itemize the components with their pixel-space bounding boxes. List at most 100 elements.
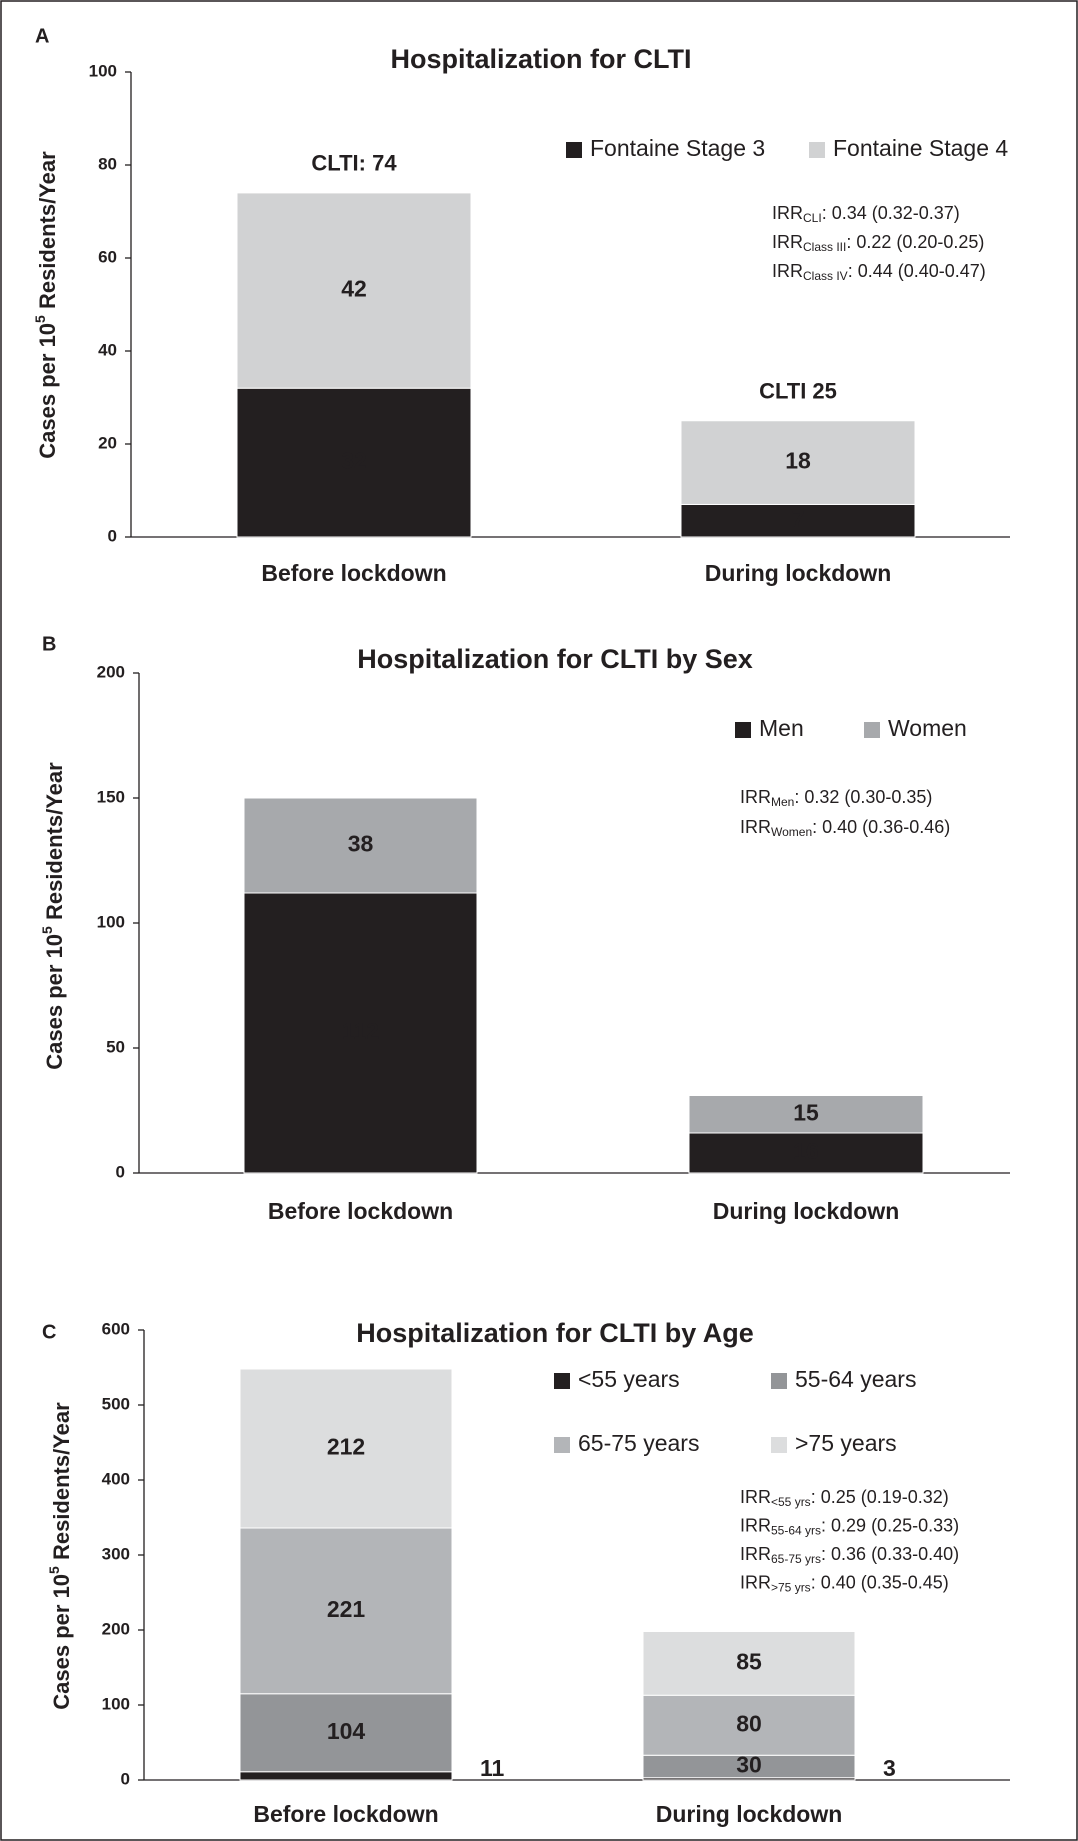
annotation-sub: 65-75 yrs: [771, 1552, 821, 1566]
data-label: 16: [793, 1138, 819, 1164]
data-label: 11: [480, 1755, 505, 1781]
annotation: IRR65-75 yrs: 0.36 (0.33-0.40): [740, 1544, 959, 1566]
data-label: 80: [736, 1710, 762, 1736]
annotation: IRRMen: 0.32 (0.30-0.35): [740, 787, 932, 809]
bar-segment: [243, 797, 478, 894]
annotation: IRR55-64 yrs: 0.29 (0.25-0.33): [740, 1515, 959, 1537]
y-tick-label: 60: [98, 247, 117, 266]
panel-label: A: [35, 25, 49, 47]
annotation: IRR<55 yrs: 0.25 (0.19-0.32): [740, 1487, 949, 1509]
y-axis-label-sup: 5: [32, 315, 48, 323]
panel-label: B: [42, 633, 56, 655]
annotation-sub: >75 yrs: [771, 1581, 811, 1595]
legend-label: 55-64 years: [795, 1366, 916, 1392]
data-label: 112: [342, 1018, 379, 1044]
y-tick-label: 600: [102, 1319, 130, 1338]
annotation-part: : 0.40 (0.35-0.45): [811, 1572, 949, 1592]
y-axis-label: Cases per 105 Residents/Year: [39, 762, 67, 1070]
y-axis-label: Cases per 105 Residents/Year: [46, 1402, 74, 1710]
total-label: CLTI: 74: [311, 151, 397, 176]
y-tick-label: 20: [98, 433, 117, 452]
legend-swatch: [735, 722, 751, 738]
annotation-sub: Women: [771, 825, 812, 839]
annotation-part: IRR: [772, 261, 803, 281]
x-tick-label: During lockdown: [656, 1801, 843, 1827]
annotation-part: IRR: [740, 787, 771, 807]
annotation-part: IRR: [740, 817, 771, 837]
annotation-sub: 55-64 yrs: [771, 1524, 821, 1538]
y-tick-label: 100: [97, 912, 125, 931]
y-axis-label-part: Residents/Year: [49, 1402, 74, 1566]
annotation: IRRWomen: 0.40 (0.36-0.46): [740, 817, 950, 839]
y-tick-label: 100: [102, 1694, 130, 1713]
y-tick-label: 0: [108, 526, 117, 545]
bar-segment: [680, 503, 916, 538]
bar-segment: [642, 1631, 856, 1696]
y-tick-label: 50: [106, 1037, 125, 1056]
panel-label: C: [42, 1321, 56, 1343]
x-tick-label: Before lockdown: [268, 1198, 453, 1224]
data-label: 18: [785, 448, 811, 474]
y-tick-label: 500: [102, 1394, 130, 1413]
annotation-part: : 0.40 (0.36-0.46): [812, 817, 950, 837]
x-tick-label: During lockdown: [705, 560, 892, 586]
annotation-part: : 0.34 (0.32-0.37): [822, 203, 960, 223]
bar-segment: [642, 1694, 856, 1756]
chart-title: Hospitalization for CLTI by Age: [356, 1318, 754, 1348]
annotation-part: IRR: [740, 1515, 771, 1535]
annotation-sub: <55 yrs: [771, 1495, 811, 1509]
legend-label: Women: [888, 715, 967, 741]
annotation-sub: Class III: [803, 240, 846, 254]
bar-segment: [688, 1132, 924, 1174]
annotation-part: : 0.32 (0.30-0.35): [794, 787, 932, 807]
annotation-part: IRR: [740, 1572, 771, 1592]
y-axis-label-part: Cases per 10: [49, 1574, 74, 1710]
legend-label: >75 years: [795, 1430, 897, 1456]
y-axis-label-sup: 5: [39, 926, 55, 934]
legend-swatch: [771, 1437, 787, 1453]
annotation-part: : 0.25 (0.19-0.32): [811, 1487, 949, 1507]
annotation: IRR>75 yrs: 0.40 (0.35-0.45): [740, 1572, 949, 1594]
annotation-sub: Men: [771, 795, 794, 809]
chart-title: Hospitalization for CLTI: [391, 44, 692, 74]
x-tick-label: Before lockdown: [253, 1801, 438, 1827]
annotation-part: IRR: [740, 1487, 771, 1507]
bar-segment: [239, 1527, 453, 1695]
y-axis-label-part: Residents/Year: [35, 151, 60, 315]
legend-label: Men: [759, 715, 804, 741]
annotation-part: : 0.29 (0.25-0.33): [821, 1515, 959, 1535]
bar-segment: [688, 1095, 924, 1134]
legend-swatch: [554, 1373, 570, 1389]
y-tick-label: 100: [89, 61, 117, 80]
y-axis-label-sup: 5: [46, 1566, 62, 1574]
annotation: IRRCLI: 0.34 (0.32-0.37): [772, 203, 960, 225]
y-tick-label: 300: [102, 1544, 130, 1563]
y-tick-label: 200: [102, 1619, 130, 1638]
legend-label: 65-75 years: [578, 1430, 699, 1456]
data-label: 3: [883, 1755, 896, 1781]
y-tick-label: 150: [97, 787, 125, 806]
bar-segment: [236, 387, 472, 538]
legend-swatch: [554, 1437, 570, 1453]
bar-segment: [239, 1771, 453, 1781]
total-label: CLTI 25: [759, 379, 837, 404]
bar-segment: [239, 1368, 453, 1529]
chart-title: Hospitalization for CLTI by Sex: [357, 644, 753, 674]
data-label: 15: [793, 1099, 819, 1125]
legend-swatch: [566, 142, 582, 158]
y-tick-label: 0: [116, 1162, 125, 1181]
bar-segment: [236, 192, 472, 389]
annotation: IRRClass IV: 0.44 (0.40-0.47): [772, 261, 986, 283]
data-label: 212: [327, 1434, 365, 1460]
data-label: 30: [736, 1752, 762, 1778]
annotation-sub: Class IV: [803, 269, 848, 283]
y-axis-label: Cases per 105 Residents/Year: [32, 151, 60, 459]
annotation-part: IRR: [772, 232, 803, 252]
bar-segment: [680, 420, 916, 505]
legend-label: Fontaine Stage 4: [833, 135, 1008, 161]
legend-label: Fontaine Stage 3: [590, 135, 765, 161]
data-label: 85: [736, 1648, 762, 1674]
